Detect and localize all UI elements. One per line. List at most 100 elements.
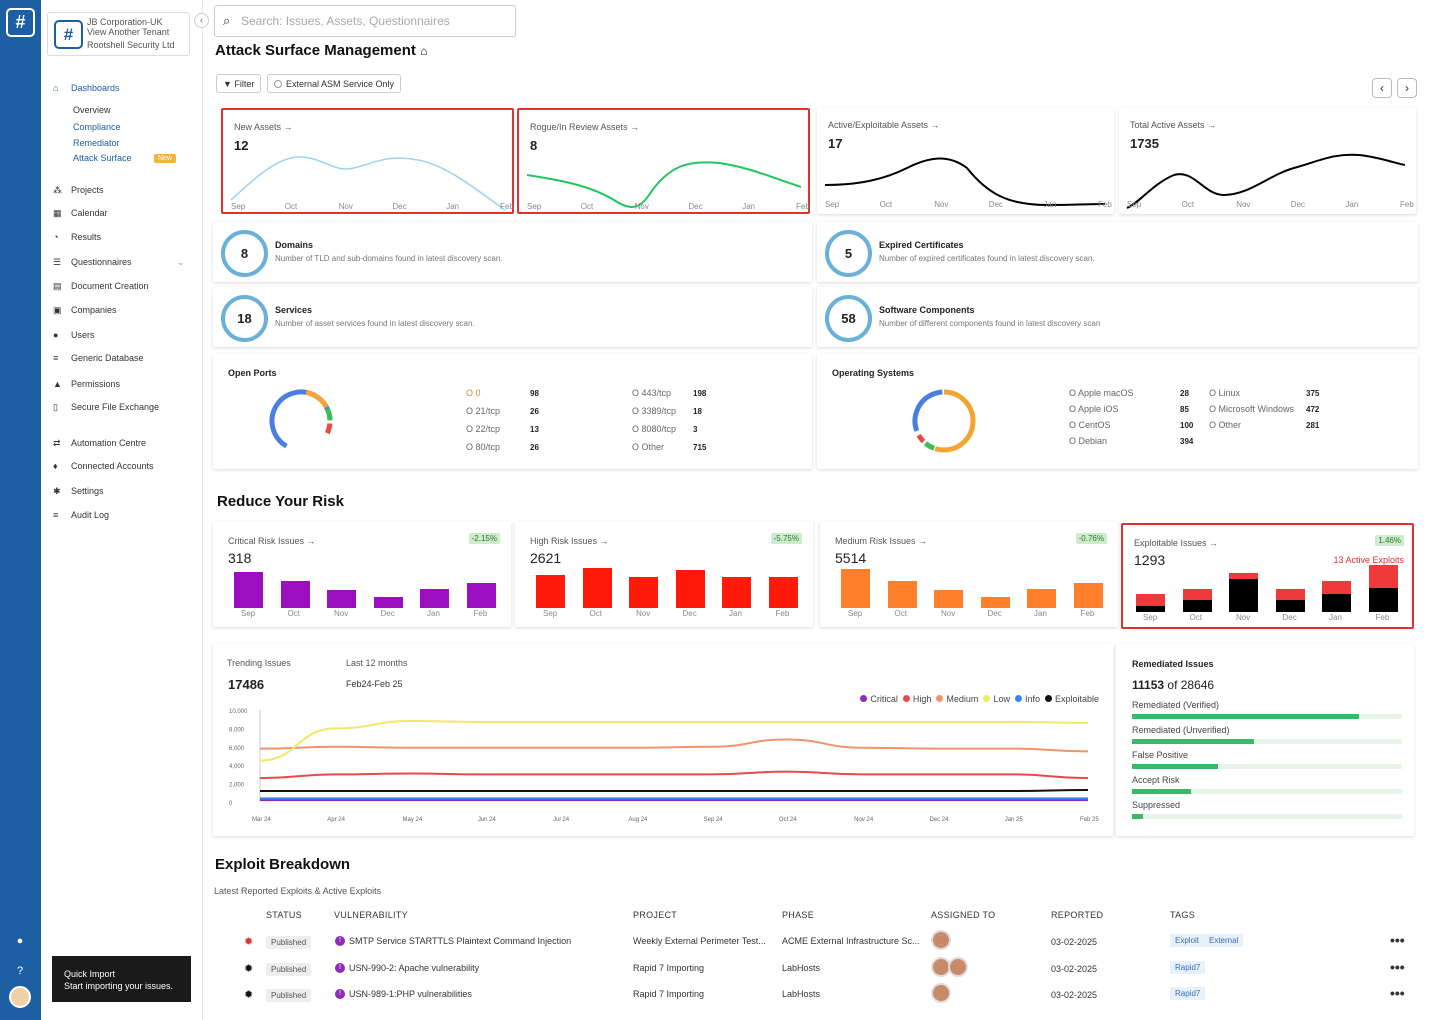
sidebar-item-projects[interactable]: ⁂ Projects: [53, 185, 104, 196]
month-label: Dec: [988, 200, 1004, 209]
sidebar-item-generic-database[interactable]: ≡ Generic Database: [53, 353, 144, 363]
vulnerability-link[interactable]: USN-989-1:PHP vulnerabilities: [349, 989, 472, 999]
month-label: Nov: [334, 609, 349, 618]
asset-card-4[interactable]: Total Active Assets → 1735 Sep Oct Nov Dec Jan…: [1119, 108, 1416, 214]
app-logo[interactable]: #: [6, 8, 35, 37]
assignee-avatar[interactable]: [948, 956, 968, 977]
sidebar-item-label: Results: [71, 232, 102, 242]
home-icon: ⌂: [53, 83, 59, 93]
assignee-avatar[interactable]: [931, 983, 951, 1003]
phase-cell[interactable]: LabHosts: [782, 962, 821, 973]
asset-card-2[interactable]: Rogue/In Review Assets → 8 Sep Oct Nov Dec Jan…: [517, 108, 810, 214]
sidebar-item-companies[interactable]: ▣ Companies: [53, 305, 117, 316]
project-cell[interactable]: Rapid 7 Importing: [633, 989, 705, 999]
sidebar-item-document-creation[interactable]: ▤ Document Creation: [53, 281, 149, 292]
y-tick-label: 6,000: [229, 746, 245, 752]
sidebar-item-permissions[interactable]: ▲ Permissions: [53, 379, 120, 389]
sidebar-item-automation-centre[interactable]: ⇄ Automation Centre: [53, 438, 146, 449]
legend-label: High: [912, 694, 932, 704]
assignee-avatar[interactable]: [931, 930, 951, 950]
risk-bar: [1073, 582, 1103, 608]
tenant-logo: #: [54, 20, 83, 49]
legend-dot: [983, 695, 991, 702]
legend-dot: [1014, 695, 1022, 702]
month-label: Jan: [729, 609, 742, 618]
legend-dot: [902, 695, 910, 702]
os-label: O Debian: [1069, 436, 1108, 446]
project-cell[interactable]: Weekly External Perimeter Test...: [633, 936, 766, 946]
open-ports-title: Open Ports: [228, 368, 277, 378]
os-label: O Linux: [1209, 388, 1241, 398]
remediated-progress-fill: [1132, 739, 1254, 744]
risk-card-3[interactable]: Medium Risk Issues → 5514 -0.76% Sep Oct Nov D…: [820, 521, 1118, 627]
stat-desc: Number of expired certificates found in …: [879, 254, 1095, 263]
bell-icon[interactable]: ●: [16, 935, 24, 947]
tag-badge[interactable]: Rapid7: [1170, 960, 1206, 974]
sidebar-item-secure-file-exchange[interactable]: ▯ Secure File Exchange: [53, 402, 159, 413]
risk-bar: [327, 590, 356, 608]
search-input[interactable]: ⌕ Search: Issues, Assets, Questionnaires: [214, 5, 516, 37]
filter-button[interactable]: ▼ Filter: [216, 74, 262, 93]
month-label: Jan: [1043, 200, 1057, 209]
chevron-down-icon[interactable]: ⌄: [177, 257, 185, 267]
sidebar-item-results[interactable]: ◔ Results: [53, 232, 101, 242]
sidebar-item-settings[interactable]: ✱ Settings: [53, 486, 104, 497]
main-content: ⌕ Search: Issues, Assets, Questionnaires …: [204, 0, 1440, 1020]
sidebar-item-calendar[interactable]: ▦ Calendar: [53, 208, 108, 219]
collapse-sidebar-button[interactable]: ‹: [194, 13, 209, 28]
month-label: Feb: [1375, 613, 1390, 622]
next-arrow-button[interactable]: ›: [1397, 78, 1417, 98]
risk-card-2[interactable]: High Risk Issues → 2621 -5.75% Sep Oct Nov Dec…: [515, 521, 813, 627]
port-value: 13: [530, 425, 539, 434]
row-menu-icon[interactable]: •••: [1390, 958, 1405, 975]
legend-dot: [936, 695, 944, 702]
quick-import-banner[interactable]: Quick Import Start importing your issues…: [52, 956, 191, 1002]
vulnerability-link[interactable]: SMTP Service STARTTLS Plaintext Command …: [349, 936, 572, 946]
tag-badge[interactable]: Rapid7: [1170, 987, 1206, 1000]
stat-card-domains[interactable]: 8 Domains Number of TLD and sub-domains fo…: [213, 222, 812, 282]
sidebar-item-audit-log[interactable]: ≡ Audit Log: [53, 510, 109, 520]
help-icon[interactable]: ?: [16, 965, 24, 977]
asset-card-3[interactable]: Active/Exploitable Assets → 17 Sep Oct Nov De…: [817, 108, 1114, 214]
risk-card-1[interactable]: Critical Risk Issues → 318 -2.15% Sep Oct Nov…: [213, 521, 511, 627]
page-title: Attack Surface Management ⌂: [215, 42, 428, 59]
sidebar-sub-overview[interactable]: Overview: [73, 105, 111, 115]
home-icon[interactable]: ⌂: [420, 44, 428, 58]
tag-badge[interactable]: External: [1204, 934, 1244, 947]
month-label: Nov: [941, 609, 956, 618]
table-header-reported[interactable]: REPORTED: [1051, 910, 1104, 920]
project-cell[interactable]: Rapid 7 Importing: [633, 962, 705, 973]
vulnerability-link[interactable]: USN-990-2: Apache vulnerability: [349, 962, 480, 973]
risk-pct-badge: -2.15%: [468, 533, 500, 544]
external-asm-checkbox[interactable]: External ASM Service Only: [267, 74, 402, 93]
sidebar-sub-attack-surface[interactable]: Attack Surface: [73, 153, 132, 163]
row-menu-icon[interactable]: •••: [1390, 932, 1405, 948]
risk-card-value: 1293: [1134, 552, 1166, 568]
prev-arrow-button[interactable]: ‹: [1372, 78, 1392, 98]
phase-cell[interactable]: ACME External Infrastructure Sc...: [782, 936, 920, 946]
risk-card-label: Exploitable Issues →: [1134, 538, 1219, 548]
stat-card-software-components[interactable]: 58 Software Components Number of different…: [817, 287, 1418, 347]
user-avatar[interactable]: [9, 986, 31, 1008]
x-tick-label: Mar 24: [252, 817, 271, 823]
quick-import-text: Start importing your issues.: [64, 981, 174, 991]
risk-card-4[interactable]: Exploitable Issues → 1293 1.46% 13 Active E…: [1121, 523, 1414, 629]
phase-cell[interactable]: LabHosts: [782, 989, 821, 999]
stat-card-expired-certificates[interactable]: 5 Expired Certificates Number of expired c…: [817, 222, 1418, 282]
tag-badge[interactable]: Exploit: [1170, 934, 1205, 947]
month-label: Dec: [688, 202, 703, 211]
sidebar-sub-remediator[interactable]: Remediator: [73, 138, 120, 148]
sidebar-item-users[interactable]: ● Users: [53, 330, 95, 340]
month-label: Sep: [1127, 200, 1142, 209]
sidebar-item-questionnaires[interactable]: ☰ Questionnaires ⌄: [53, 257, 185, 268]
asset-card-1[interactable]: New Assets → 12 Sep Oct Nov Dec Jan Feb: [221, 108, 514, 214]
sidebar-item-connected-accounts[interactable]: ♦ Connected Accounts: [53, 461, 154, 471]
reported-date: 03-02-2025: [1051, 937, 1098, 947]
view-another-tenant-link[interactable]: View Another Tenant: [87, 27, 170, 37]
tenant-switcher[interactable]: # JB Corporation-UK View Another Tenant …: [47, 12, 190, 56]
stat-card-services[interactable]: 18 Services Number of asset services found…: [213, 287, 812, 347]
month-label: Dec: [1290, 200, 1306, 209]
sidebar-sub-compliance[interactable]: Compliance: [73, 122, 121, 132]
row-menu-icon[interactable]: •••: [1390, 985, 1405, 1001]
sidebar-item-dashboards[interactable]: ⌂ Dashboards: [53, 83, 120, 93]
